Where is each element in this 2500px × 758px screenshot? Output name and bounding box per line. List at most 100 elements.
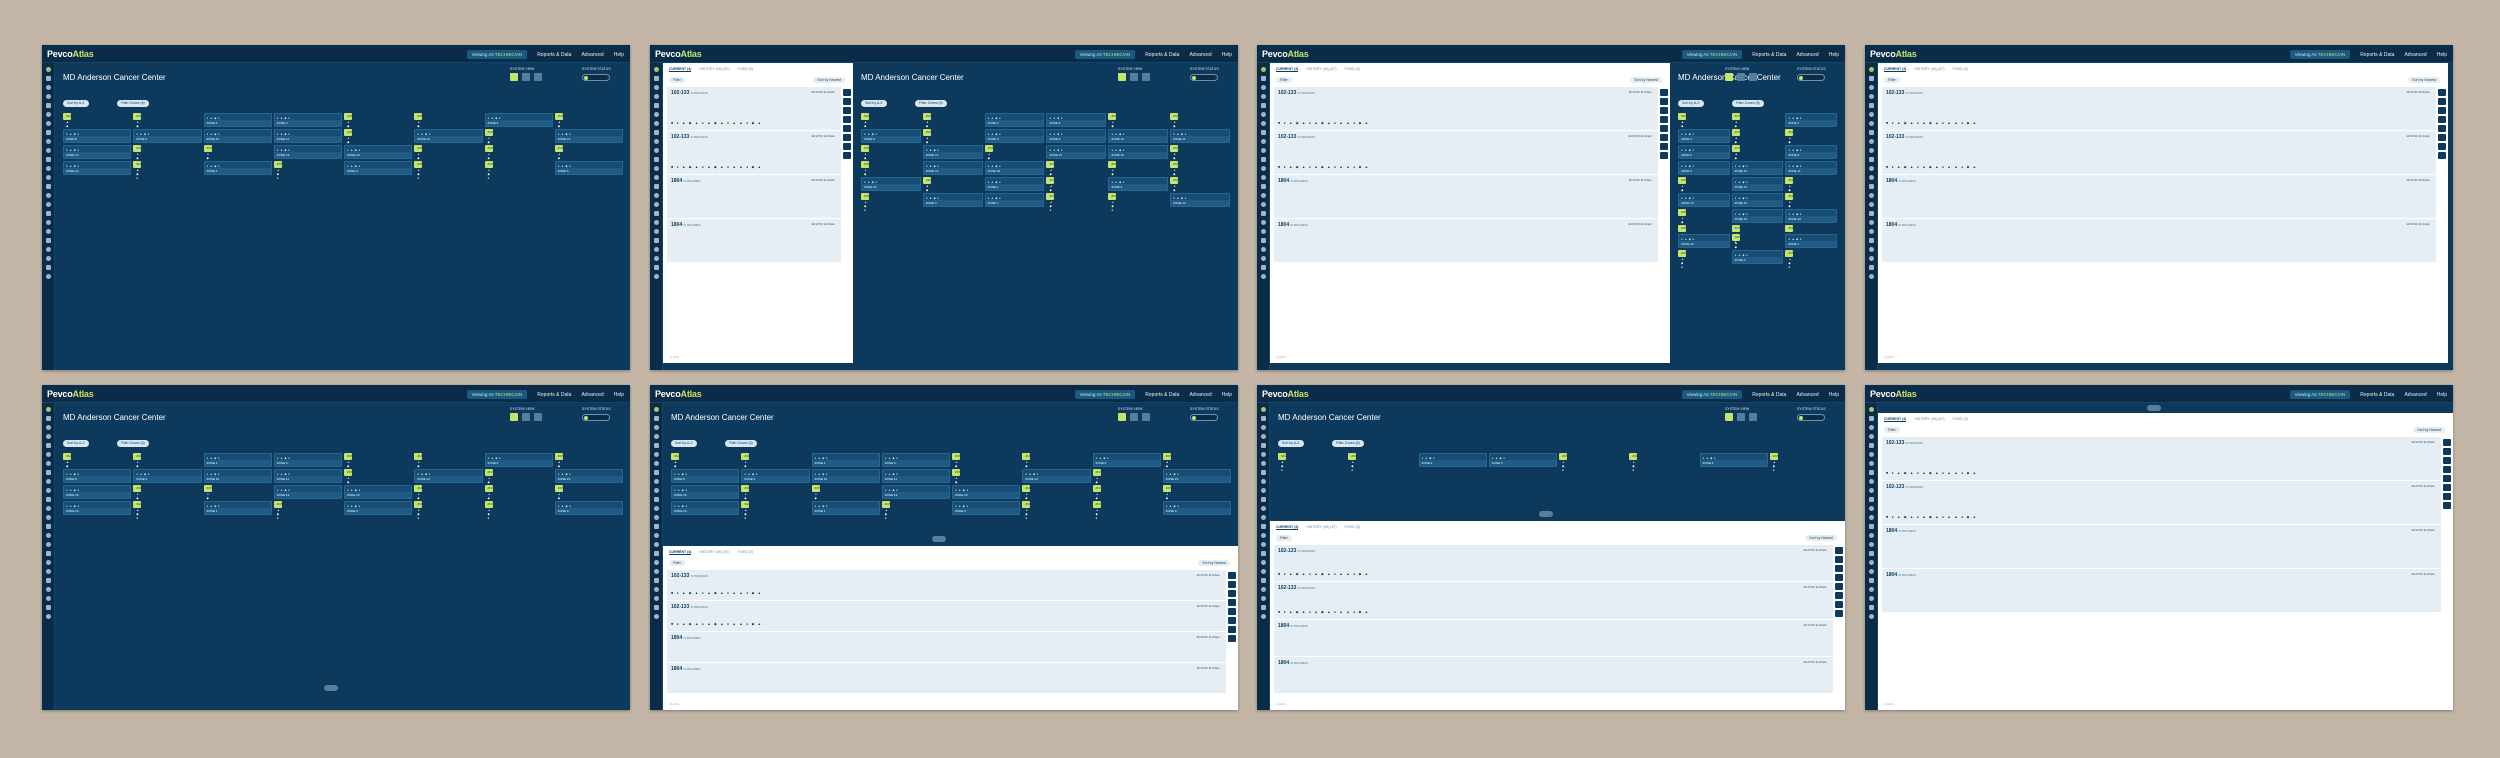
zone-tile[interactable]: ● ▲ ◆ ●ZONE 2 bbox=[203, 113, 272, 127]
row-action-button[interactable] bbox=[843, 134, 851, 141]
zone-tile[interactable]: ● ▲ ◆ ●ZONE 9 bbox=[1678, 161, 1730, 175]
tab-1[interactable]: HISTORY (4K) (67) bbox=[1914, 417, 1945, 421]
zone-tile[interactable]: ● ▲ ◆ ●ZONE 12 bbox=[344, 469, 355, 488]
row-action-button[interactable] bbox=[2443, 457, 2451, 464]
zone-tile[interactable]: ● ▲ ◆ ●ZONE 1 bbox=[984, 177, 1045, 191]
rail-icon[interactable] bbox=[1260, 488, 1266, 493]
rail-icon[interactable] bbox=[1260, 551, 1266, 556]
zone-tile[interactable]: ● ▲ ◆ ●ZONE 17 bbox=[741, 485, 753, 504]
sort-select[interactable]: Sort by A-Z bbox=[1278, 440, 1304, 447]
zone-tile[interactable]: ● ▲ ◆ ●ZONE 18 bbox=[811, 485, 823, 504]
rail-icon[interactable] bbox=[45, 175, 51, 180]
rail-icon[interactable] bbox=[1868, 605, 1874, 610]
rail-icon[interactable] bbox=[653, 524, 659, 529]
tab-2[interactable]: FIXED (0) bbox=[737, 67, 754, 71]
rail-icon[interactable] bbox=[1260, 470, 1266, 475]
tab-0[interactable]: CURRENT (4) bbox=[1884, 417, 1907, 422]
list-view-icon[interactable] bbox=[1749, 413, 1757, 421]
zone-tile[interactable]: ● ▲ ◆ ●ZONE 2 bbox=[1678, 250, 1689, 269]
rail-icon[interactable] bbox=[653, 569, 659, 574]
zone-tile[interactable]: ● ▲ ◆ ●ZONE 17 bbox=[1785, 193, 1797, 212]
tab-0[interactable]: CURRENT (4) bbox=[1276, 525, 1299, 530]
zone-tile[interactable]: ● ▲ ◆ ●SMARTBOX bbox=[63, 453, 83, 472]
zone-tile[interactable]: ● ▲ ◆ ● ZONE 11 bbox=[273, 469, 342, 483]
rail-icon[interactable] bbox=[45, 130, 51, 135]
carrier-row[interactable]: 102-133 IN PROGRESS 11/17/23 11:04pm ■ ● ▲… bbox=[1274, 582, 1833, 620]
rail-icon[interactable] bbox=[45, 193, 51, 198]
sort-select[interactable]: Sort by A-Z bbox=[63, 100, 89, 107]
rail-icon[interactable] bbox=[1260, 578, 1266, 583]
zone-tile[interactable]: ● ▲ ◆ ●ZONE 17 bbox=[1170, 145, 1182, 164]
carrier-row[interactable]: 102-133 IN PROGRESS 11/17/23 11:04pm ■ ● ▲… bbox=[667, 601, 1226, 632]
zone-tile[interactable]: ● ▲ ◆ ●ZONE 14 bbox=[484, 129, 496, 148]
rail-icon[interactable] bbox=[1260, 148, 1266, 153]
system-status-toggle[interactable] bbox=[1190, 74, 1218, 81]
zone-tile[interactable]: ● ▲ ◆ ● ZONE 3 bbox=[1488, 453, 1557, 467]
rail-icon[interactable] bbox=[1868, 247, 1874, 252]
tab-1[interactable]: HISTORY (4K) (67) bbox=[1306, 525, 1337, 529]
rail-icon[interactable] bbox=[653, 94, 659, 99]
zone-tile[interactable]: ● ▲ ◆ ● ZONE 3 bbox=[273, 113, 342, 127]
rail-icon[interactable] bbox=[1260, 175, 1266, 180]
zone-tile[interactable]: ● ▲ ◆ ●SMARTBOX bbox=[861, 113, 881, 132]
tab-2[interactable]: FIXED (0) bbox=[1344, 525, 1361, 529]
rail-icon[interactable] bbox=[1868, 506, 1874, 511]
zone-tile[interactable]: ● ▲ ◆ ●SMARTBOX bbox=[741, 501, 761, 520]
tab-2[interactable]: FIXED (0) bbox=[1344, 67, 1361, 71]
rail-icon[interactable] bbox=[1260, 506, 1266, 511]
zone-tile[interactable]: ● ▲ ◆ ●ZONE 1 bbox=[1731, 113, 1743, 132]
rail-icon[interactable] bbox=[653, 515, 659, 520]
zone-tile[interactable]: ● ▲ ◆ ● ZONE 13 bbox=[414, 469, 483, 483]
zone-tile[interactable]: ● ▲ ◆ ●ZONE 14 bbox=[484, 469, 496, 488]
row-action-button[interactable] bbox=[2438, 116, 2446, 123]
rail-icon[interactable] bbox=[1260, 121, 1266, 126]
nav-help[interactable]: Help bbox=[2436, 51, 2447, 58]
zone-tile[interactable]: ● ▲ ◆ ●ZONE 2 bbox=[811, 453, 880, 467]
rail-icon[interactable] bbox=[1868, 542, 1874, 547]
nav-reports[interactable]: Reports & Data bbox=[2360, 391, 2395, 398]
zone-tile[interactable]: ● ▲ ◆ ● ZONE 19 bbox=[922, 161, 983, 175]
rail-icon[interactable] bbox=[653, 551, 659, 556]
rail-icon[interactable] bbox=[45, 416, 51, 421]
viewing-as-badge[interactable]: Viewing As TECHNICIAN bbox=[466, 50, 528, 59]
zone-tile[interactable]: ● ▲ ◆ ● ZONE 24 bbox=[63, 161, 132, 175]
rail-icon[interactable] bbox=[1260, 67, 1266, 72]
zone-tile[interactable]: ● ▲ ◆ ● ZONE 6 bbox=[484, 453, 553, 467]
zone-tile[interactable]: ● ▲ ◆ ●ZONE 4 bbox=[414, 501, 426, 520]
rail-icon[interactable] bbox=[1868, 569, 1874, 574]
nav-reports[interactable]: Reports & Data bbox=[1145, 391, 1180, 398]
zone-tile[interactable]: ● ▲ ◆ ● ZONE 10 bbox=[203, 469, 272, 483]
zone-tile[interactable]: ● ▲ ◆ ●ZONE 8 bbox=[984, 129, 1045, 143]
zone-tile[interactable]: ● ▲ ◆ ● ZONE 6 bbox=[861, 129, 921, 143]
rail-icon[interactable] bbox=[1868, 256, 1874, 261]
rail-icon[interactable] bbox=[1868, 452, 1874, 457]
carrier-row[interactable]: 1804 IN PROGRESS 11/17/23 11:04pm bbox=[1882, 219, 2436, 263]
zone-tile[interactable]: ● ▲ ◆ ●ZONE 2 bbox=[1785, 113, 1837, 127]
nav-help[interactable]: Help bbox=[1221, 391, 1232, 398]
rail-icon[interactable] bbox=[45, 596, 51, 601]
rail-icon[interactable] bbox=[653, 130, 659, 135]
zone-tile[interactable]: ● ▲ ◆ ●ZONE 4 bbox=[1022, 501, 1034, 520]
rail-icon[interactable] bbox=[1260, 112, 1266, 117]
rail-icon[interactable] bbox=[653, 479, 659, 484]
rail-icon[interactable] bbox=[1260, 184, 1266, 189]
zone-tile[interactable]: ● ▲ ◆ ●ZONE 4 bbox=[1785, 250, 1797, 269]
rail-icon[interactable] bbox=[653, 256, 659, 261]
row-action-button[interactable] bbox=[2443, 502, 2451, 509]
rail-icon[interactable] bbox=[1868, 238, 1874, 243]
rail-icon[interactable] bbox=[1868, 85, 1874, 90]
zone-tile[interactable]: ● ▲ ◆ ● ZONE 15 bbox=[1678, 193, 1730, 207]
row-action-button[interactable] bbox=[1835, 565, 1843, 572]
row-action-button[interactable] bbox=[2438, 134, 2446, 141]
rail-icon[interactable] bbox=[1260, 524, 1266, 529]
zone-tile[interactable]: ● ▲ ◆ ● ZONE 10 bbox=[811, 469, 880, 483]
rail-icon[interactable] bbox=[653, 166, 659, 171]
filter-zones-button[interactable]: Filter Zones (6) bbox=[725, 440, 757, 447]
zone-tile[interactable]: ● ▲ ◆ ● ZONE 20 bbox=[1785, 209, 1837, 223]
nav-advanced[interactable]: Advanced bbox=[2404, 391, 2427, 398]
rail-icon[interactable] bbox=[1260, 443, 1266, 448]
zone-tile[interactable]: ● ▲ ◆ ●ZONE 18 bbox=[861, 161, 872, 180]
rail-icon[interactable] bbox=[653, 67, 659, 72]
zone-tile[interactable]: ● ▲ ◆ ● ZONE 24 bbox=[861, 177, 921, 191]
rail-icon[interactable] bbox=[1868, 407, 1874, 412]
